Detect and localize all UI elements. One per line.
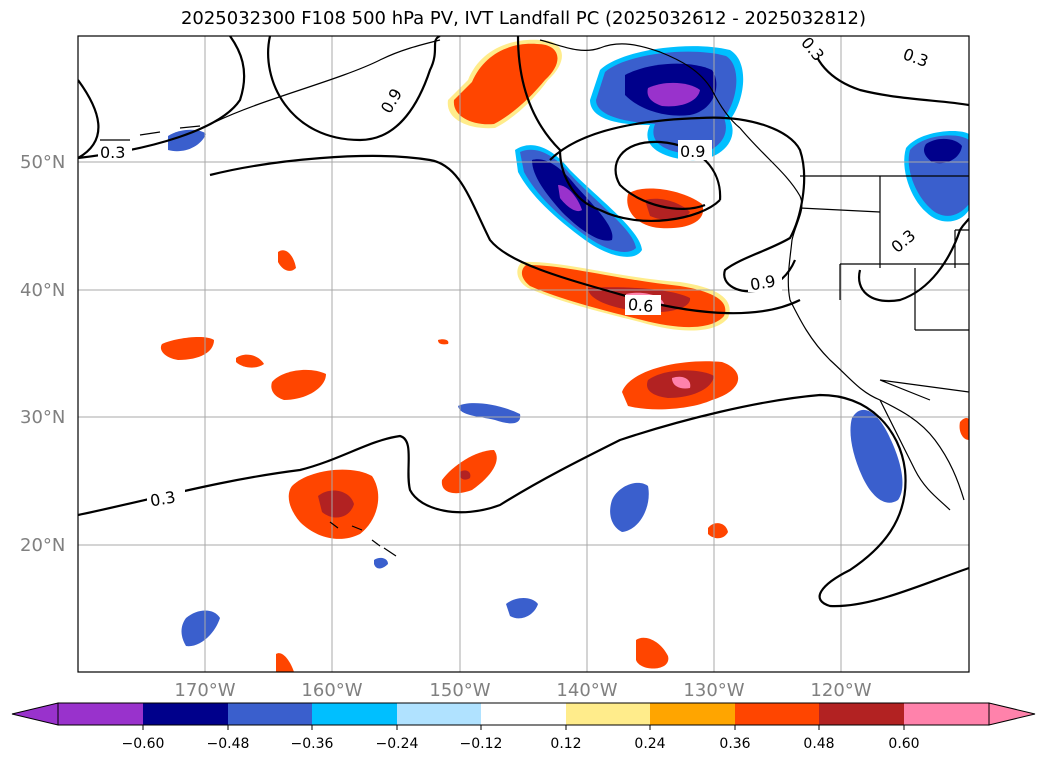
- colorbar-frame: [57, 702, 990, 726]
- lat-label: 50°N: [20, 152, 66, 173]
- contour-line: [516, 36, 721, 222]
- lat-label: 30°N: [20, 407, 66, 428]
- contour-line: [78, 79, 100, 159]
- pc-contours: [78, 36, 969, 608]
- colorbar-segment: [58, 703, 143, 725]
- lon-label: 130°W: [683, 680, 745, 701]
- positive-anomaly-blob: [160, 337, 214, 360]
- lat-label: 20°N: [20, 535, 66, 556]
- contour-line: [857, 217, 969, 303]
- positive-anomaly-blob: [271, 369, 326, 400]
- negative-anomaly-blob: [647, 82, 700, 107]
- colorbar-segment: [566, 703, 650, 725]
- colorbar-segment: [650, 703, 735, 725]
- contour-line: [614, 140, 722, 210]
- colorbar-tick-label: 0.12: [550, 736, 582, 752]
- colorbar-tick-label: −0.48: [206, 736, 250, 752]
- colorbar-segment: [397, 703, 481, 725]
- colorbar-tick-label: 0.24: [634, 736, 666, 752]
- map-title: 2025032300 F108 500 hPa PV, IVT Landfall…: [180, 8, 867, 29]
- negative-anomaly-blob: [181, 610, 220, 647]
- colorbar: [11, 702, 1036, 730]
- lat-label: 40°N: [20, 280, 66, 301]
- colorbar-tick-label: −0.12: [459, 736, 503, 752]
- lon-label: 170°W: [174, 680, 236, 701]
- contour-label: 0.3: [100, 143, 125, 162]
- negative-anomaly-blob: [924, 138, 962, 164]
- alaska-coast: [214, 39, 441, 123]
- positive-anomaly-blob: [318, 490, 354, 518]
- contour-label: 0.6: [627, 295, 654, 316]
- contour-line: [78, 393, 969, 608]
- baja-coast: [879, 399, 951, 511]
- positive-anomaly-blob: [438, 339, 449, 345]
- negative-anomaly-blob: [610, 482, 649, 532]
- positive-anomaly-blob: [276, 653, 294, 672]
- coastlines: [100, 39, 969, 557]
- contour-label: 0.9: [749, 271, 777, 294]
- contour-label: 0.9: [680, 142, 705, 161]
- colorbar-segment: [481, 703, 566, 725]
- negative-anomaly-blob: [168, 129, 206, 152]
- positive-anomaly-blob: [459, 470, 471, 480]
- colorbar-tick-label: 0.60: [888, 736, 920, 752]
- colorbar-segment: [143, 703, 228, 725]
- colorbar-max-extension: [988, 702, 1036, 726]
- contour-line: [209, 154, 801, 315]
- contour-line: [267, 36, 441, 142]
- lon-label: 160°W: [301, 680, 363, 701]
- graticule: [78, 36, 969, 672]
- lon-label: 120°W: [810, 680, 872, 701]
- lon-label: 140°W: [556, 680, 618, 701]
- positive-anomaly-blob: [236, 354, 264, 368]
- colorbar-segment: [735, 703, 819, 725]
- negative-anomaly-blob: [506, 598, 538, 619]
- alaska-coast: [539, 39, 741, 129]
- negative-anomaly-blob: [374, 557, 388, 569]
- positive-anomaly-blob: [636, 637, 669, 669]
- colorbar-tick-label: −0.24: [375, 736, 419, 752]
- positive-anomaly-blob: [708, 523, 728, 539]
- state-boundaries: [799, 176, 969, 331]
- colorbar-tick-label: 0.36: [719, 736, 751, 752]
- positive-anomaly-blob: [672, 376, 691, 389]
- us-west-coast: [787, 239, 965, 501]
- map-plot-area: 0.3 0.9 0.3 0.3 0.9 0.3 0.9 0.6 0.3: [78, 36, 969, 672]
- colorbar-segment: [904, 703, 989, 725]
- positive-anomaly-blob: [959, 418, 969, 440]
- plot-frame: [77, 35, 970, 673]
- colorbar-tick-label: −0.36: [290, 736, 334, 752]
- colorbar-tick-label: −0.60: [121, 736, 165, 752]
- aleutians: [100, 125, 201, 141]
- positive-anomaly-blob: [453, 43, 558, 125]
- contour-label-backgrounds: [98, 36, 940, 508]
- state-boundaries: [879, 379, 969, 401]
- hawaii-islands: [329, 521, 397, 557]
- contour-label: 0.3: [149, 487, 177, 510]
- lon-label: 150°W: [429, 680, 491, 701]
- positive-anomaly-blob: [441, 450, 497, 494]
- negative-anomaly-blob: [850, 409, 903, 503]
- colorbar-segment: [312, 703, 397, 725]
- positive-anomaly-blob: [278, 250, 296, 271]
- colorbar-ticks: [142, 725, 905, 730]
- colorbar-segment: [228, 703, 312, 725]
- colorbar-tick-label: 0.48: [803, 736, 835, 752]
- negative-anomaly-blob: [558, 185, 582, 212]
- negative-anomaly-blob: [458, 403, 521, 424]
- colorbar-segment: [819, 703, 904, 725]
- colorbar-min-extension: [11, 702, 59, 726]
- anomaly-fills: [160, 39, 969, 672]
